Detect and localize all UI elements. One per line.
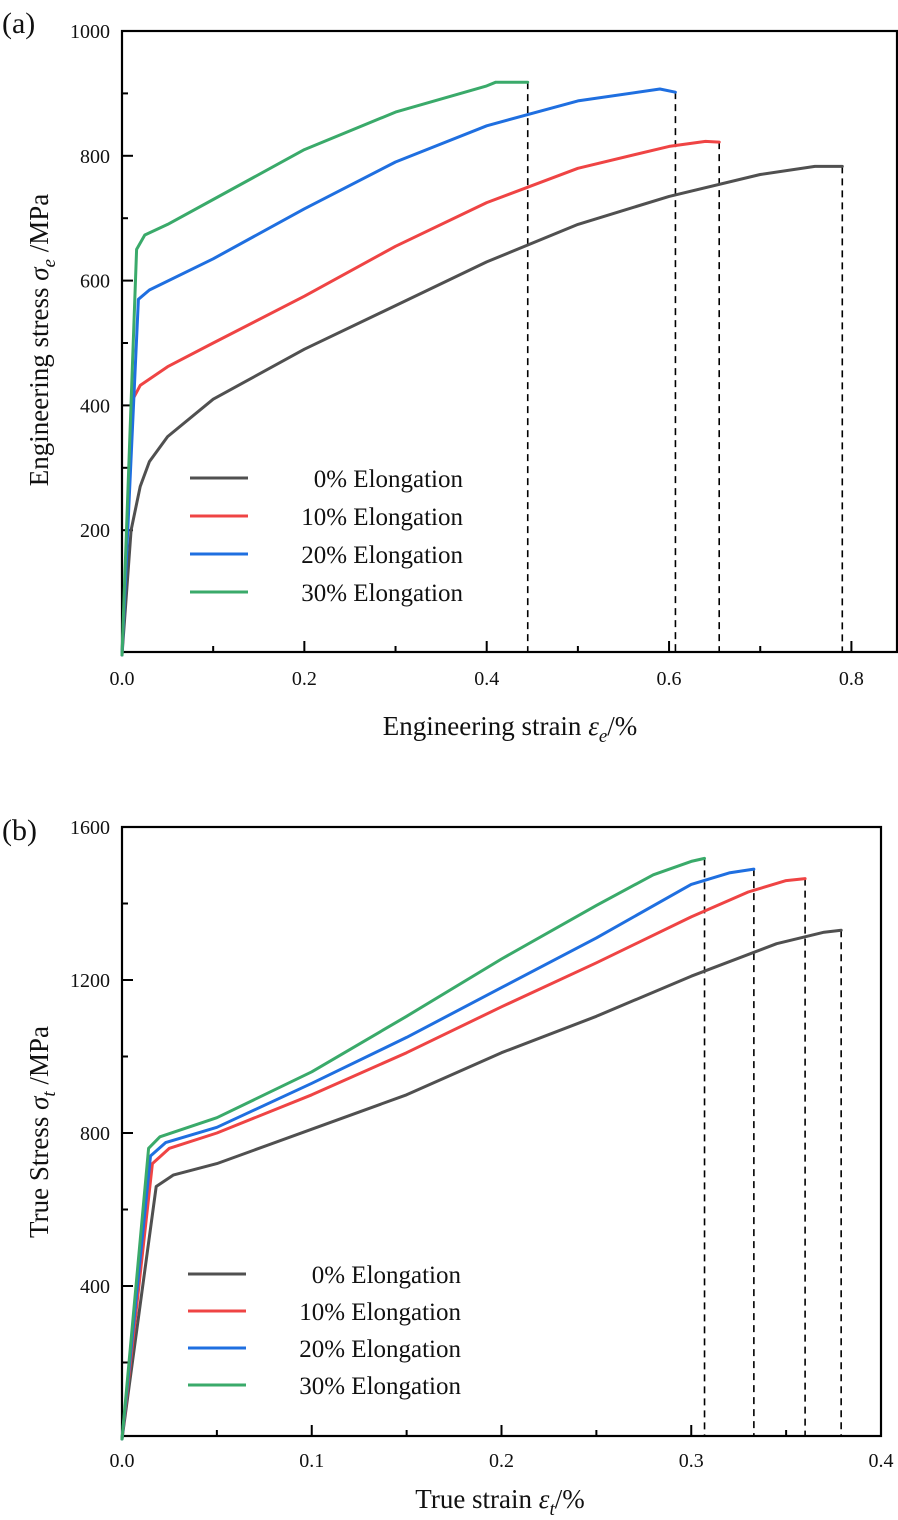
legend-label: 30% Elongation	[299, 1373, 461, 1400]
series-line-30pct	[120, 856, 706, 1441]
y-tick-label: 400	[80, 395, 110, 417]
legend-label: 10% Elongation	[299, 1299, 461, 1326]
x-tick-label: 0.0	[110, 1450, 135, 1472]
legend-label: 0% Elongation	[314, 466, 464, 493]
x-axis-title-text: Engineering strain	[383, 711, 588, 741]
x-axis-subscript: e	[599, 726, 607, 747]
legend-label: 10% Elongation	[301, 504, 463, 531]
y-axis-symbol: σ	[24, 1095, 54, 1110]
x-axis-symbol: ε	[539, 1484, 550, 1514]
x-axis-title: True strain εt/%	[415, 1484, 584, 1520]
y-tick-label: 200	[80, 520, 110, 542]
y-axis-subscript: e	[39, 259, 60, 267]
chart-a: (a) 0.0 0.2 0.4 0.6 0.8 200 400 600 800 1000 Engine…	[2, 7, 898, 747]
x-tick-label: 0.2	[489, 1450, 514, 1472]
series-line-0pct	[120, 928, 843, 1441]
x-axis-symbol: ε	[588, 711, 599, 741]
plot-frame	[120, 825, 883, 1438]
y-tick-label: 1200	[70, 970, 110, 992]
x-axis-title: Engineering strain εe/%	[383, 711, 638, 747]
plot-frame	[120, 29, 898, 654]
legend: 0% Elongation 10% Elongation 20% Elongatio…	[188, 1262, 461, 1400]
x-tick-label: 0.3	[679, 1450, 704, 1472]
y-axis-title: Engineering stress σe /MPa	[24, 194, 60, 486]
y-axis-title-text: True Stress	[24, 1110, 54, 1238]
y-tick-label: 1000	[70, 21, 110, 43]
x-tick-label: 0.8	[839, 668, 864, 690]
series-line-0pct	[120, 164, 844, 657]
y-axis-subscript: t	[39, 1091, 60, 1097]
y-tick-label: 1600	[70, 817, 110, 839]
legend-label: 0% Elongation	[312, 1262, 462, 1289]
y-tick-label: 800	[80, 1123, 110, 1145]
series-line-10pct	[120, 877, 807, 1441]
x-axis-title-text: True strain	[415, 1484, 539, 1514]
series-line-10pct	[120, 139, 721, 657]
legend-label: 20% Elongation	[301, 542, 463, 569]
x-axis-unit: /%	[555, 1484, 585, 1514]
panel-label: (b)	[2, 814, 37, 847]
chart-b: (b) 0.0 0.1 0.2 0.3 0.4 400 800 1200 1600 True str…	[2, 814, 894, 1520]
series-line-20pct	[120, 87, 677, 657]
legend-label: 30% Elongation	[301, 580, 463, 607]
legend: 0% Elongation 10% Elongation 20% Elongatio…	[190, 466, 463, 607]
y-tick-label: 600	[80, 271, 110, 293]
x-axis-unit: /%	[607, 711, 637, 741]
x-tick-label: 0.4	[474, 668, 499, 690]
legend-label: 20% Elongation	[299, 1336, 461, 1363]
y-axis-symbol: σ	[24, 266, 54, 281]
y-tick-label: 800	[80, 146, 110, 168]
series-line-20pct	[120, 867, 756, 1441]
panel-label: (a)	[2, 7, 35, 40]
x-tick-label: 0.6	[657, 668, 682, 690]
y-axis-unit: /MPa	[24, 194, 54, 259]
series-line-30pct	[120, 80, 530, 657]
y-axis-title: True Stress σt /MPa	[24, 1026, 60, 1238]
x-tick-label: 0.2	[292, 668, 317, 690]
y-axis-title-text: Engineering stress	[24, 281, 54, 486]
y-axis-unit: /MPa	[24, 1026, 54, 1091]
x-axis-subscript: t	[549, 1499, 555, 1520]
x-tick-label: 0.1	[299, 1450, 324, 1472]
x-tick-label: 0.0	[110, 668, 135, 690]
x-tick-label: 0.4	[869, 1450, 894, 1472]
y-tick-label: 400	[80, 1276, 110, 1298]
